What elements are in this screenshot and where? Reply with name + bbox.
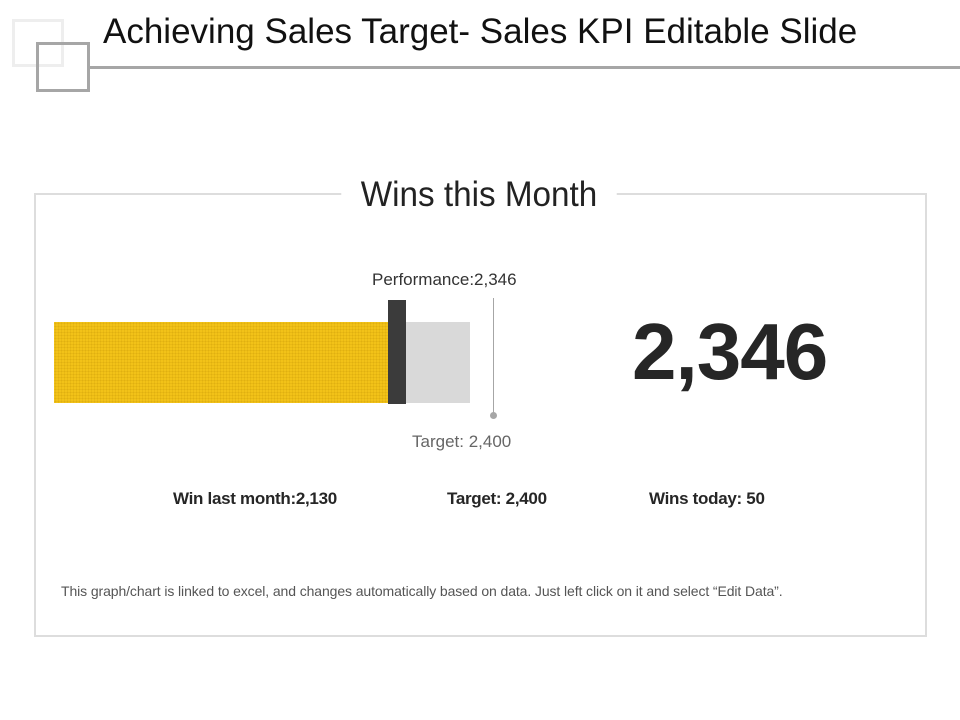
stat-target: Target: 2,400: [447, 489, 547, 508]
bullet-bar-performance[interactable]: [54, 322, 388, 403]
panel-title: Wins this Month: [341, 172, 617, 218]
slide-title: Achieving Sales Target- Sales KPI Editab…: [103, 12, 858, 51]
target-dot-icon: [490, 412, 497, 419]
footnote: This graph/chart is linked to excel, and…: [61, 583, 783, 599]
title-underline: [90, 66, 960, 69]
target-line: [493, 298, 494, 413]
performance-label: Performance:2,346: [372, 270, 517, 289]
decorative-square-dark: [36, 42, 90, 92]
kpi-panel: [34, 193, 927, 637]
stat-wins-today: Wins today: 50: [649, 489, 765, 508]
target-label: Target: 2,400: [412, 432, 512, 451]
wins-big-number: 2,346: [632, 307, 828, 396]
stat-win-last-month: Win last month:2,130: [173, 489, 337, 508]
performance-marker[interactable]: [388, 300, 406, 404]
